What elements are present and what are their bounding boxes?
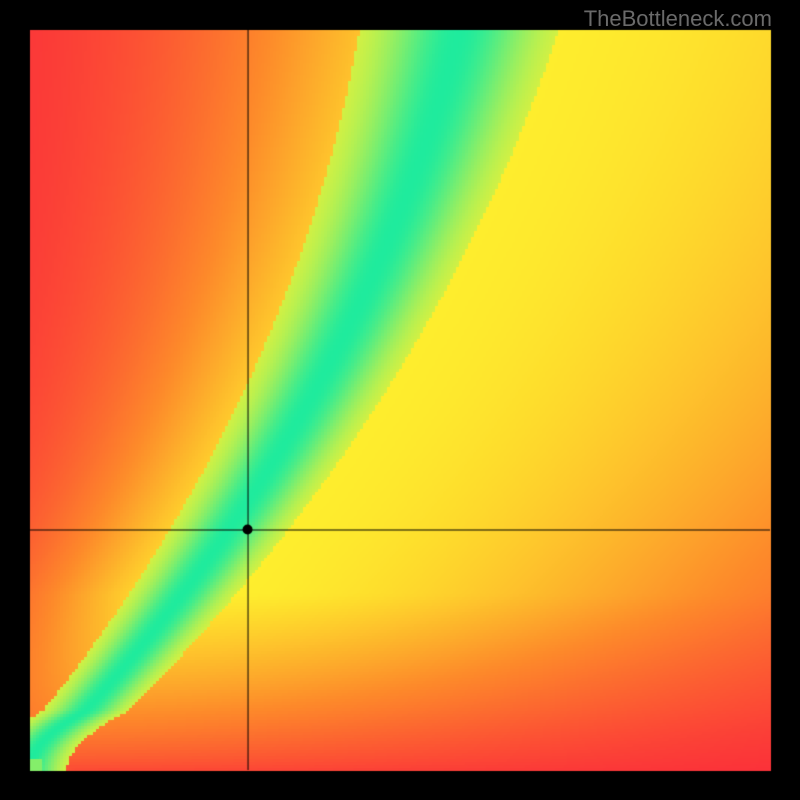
bottleneck-heatmap — [0, 0, 800, 800]
chart-container: TheBottleneck.com — [0, 0, 800, 800]
watermark-text: TheBottleneck.com — [584, 6, 772, 32]
